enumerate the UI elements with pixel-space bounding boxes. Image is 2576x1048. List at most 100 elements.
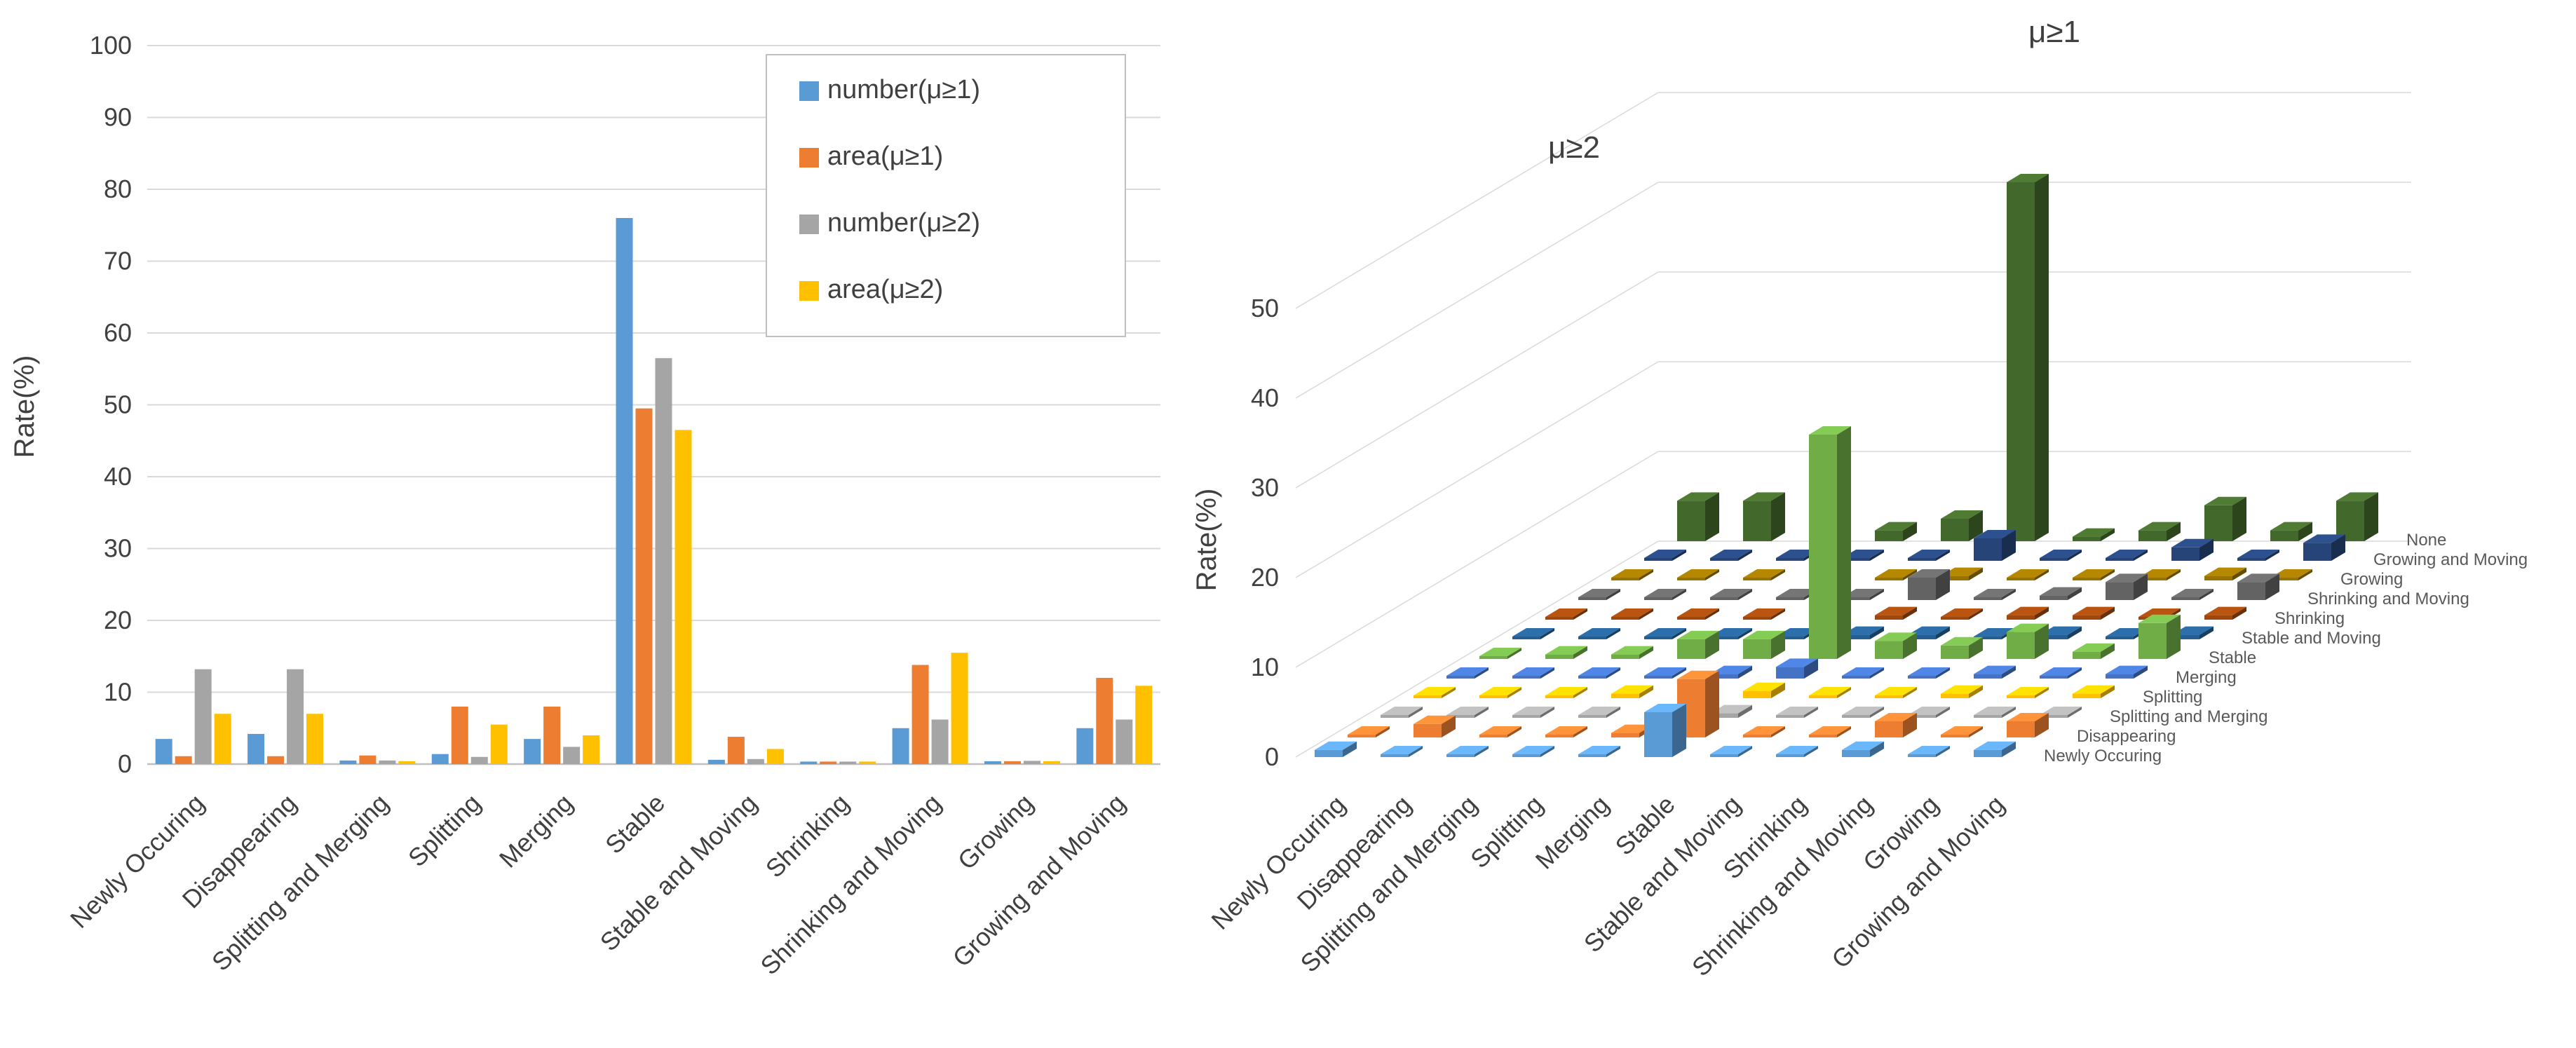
bar [1116, 719, 1133, 764]
bar3d-side [1573, 726, 1587, 737]
bar3d-top [1611, 724, 1653, 733]
bar3d-side [1442, 687, 1456, 698]
bar3d-side [2002, 665, 2016, 679]
bar [951, 653, 968, 764]
side-wall-gridline [1295, 92, 1659, 309]
bar3d-side [2002, 741, 2016, 757]
bar3d-side [2134, 573, 2148, 600]
side-wall-gridline [1295, 451, 1659, 668]
bar [839, 761, 857, 764]
bar3d-front [1776, 637, 1804, 639]
bar3d-top [1743, 608, 1785, 617]
bar3d-side [1738, 550, 1752, 561]
depth-row-label: Shrinking and Moving [2307, 590, 2469, 608]
bar3d-front [1611, 693, 1639, 698]
bar3d-front [1677, 578, 1705, 580]
bar3d-side [2035, 623, 2049, 659]
bar3d-front [1941, 617, 1969, 620]
bar3d-top [2336, 492, 2378, 501]
x-tick-label: Disappearing [1292, 790, 1417, 916]
bar3d-side [1705, 569, 1719, 580]
bar3d-top [1776, 746, 1818, 754]
bar3d-top [1941, 567, 1983, 576]
bar3d-front [1578, 715, 1606, 718]
bar [800, 761, 818, 764]
bar3d-side [1870, 741, 1884, 757]
legend-swatch [799, 81, 819, 101]
bar3d-front [1875, 615, 1903, 620]
bar3d-top [1512, 628, 1554, 637]
y-tick-label: 30 [104, 534, 132, 563]
depth-row-label: Splitting and Merging [2110, 707, 2267, 726]
depth-row-label: Merging [2176, 668, 2237, 687]
bar [984, 761, 1001, 764]
bar3d-side [1738, 746, 1752, 757]
bar3d-top [1446, 746, 1489, 754]
side-wall-gridline [1295, 182, 1659, 399]
bar3d-front [1611, 733, 1639, 737]
bar3d-front [1710, 597, 1738, 600]
bar [1135, 686, 1153, 764]
y-tick-label: 90 [104, 103, 132, 132]
bar3d-top [2303, 534, 2345, 543]
bar3d-top [1776, 550, 1818, 558]
bar3d-side [1936, 626, 1950, 639]
bar [892, 728, 909, 764]
bar3d-top [1941, 608, 1983, 617]
bar3d-top [1776, 658, 1818, 667]
bar3d-side [1540, 746, 1554, 757]
bar3d-front [1974, 637, 2002, 639]
depth-row-label: Growing [2340, 570, 2403, 589]
bar3d-front [2106, 674, 2134, 679]
bar3d-side [1639, 569, 1653, 580]
bar3d-side [1672, 704, 1686, 757]
bar3d-front [1611, 617, 1639, 620]
bar3d-side [1903, 606, 1917, 620]
bar3d-side [1738, 589, 1752, 600]
bar3d-top [1348, 726, 1390, 735]
bar3d-top [1875, 569, 1917, 578]
legend-label: number(μ≥2) [827, 208, 980, 238]
bar [911, 665, 929, 764]
bar3d-front [1677, 639, 1705, 659]
bar3d-side [1573, 608, 1587, 620]
depth-row-label: Disappearing [2077, 727, 2176, 746]
bar3d-top [1512, 746, 1554, 754]
bar3d-side [2035, 606, 2049, 620]
bar [655, 358, 672, 764]
bar3d-front [1974, 715, 2002, 718]
bar3d-front [1875, 641, 1903, 659]
bar3d-top [1710, 746, 1752, 754]
bar3d-top [1479, 687, 1521, 695]
bar3d-side [1969, 608, 1983, 620]
bar3d-top [1875, 712, 1917, 721]
bar3d-front [1644, 558, 1672, 561]
bar3d-front [1611, 654, 1639, 659]
bar3d-front [1776, 597, 1804, 600]
bar3d-side [2298, 569, 2312, 580]
bar3d-side [2265, 573, 2279, 600]
bar3d-top [1644, 628, 1686, 637]
bar3d-top [1315, 741, 1357, 750]
legend-swatch [799, 148, 819, 168]
bar3d-top [1644, 667, 1686, 676]
bar3d-side [1507, 648, 1521, 659]
bar3d-top [1743, 492, 1785, 501]
y-tick-label: 70 [104, 247, 132, 275]
bar3d-top [1776, 589, 1818, 597]
bar3d-front [2040, 676, 2068, 679]
y-tick-label: 80 [104, 175, 132, 203]
bar3d-side [1969, 726, 1983, 737]
bar3d-front [1842, 634, 1870, 639]
bar3d-top [2007, 606, 2049, 615]
bar3d-side [2002, 589, 2016, 600]
bar3d-side [1870, 667, 1884, 679]
y-tick-label: 60 [104, 318, 132, 347]
bar3d-side [2101, 528, 2115, 541]
bar3d-side [1870, 707, 1884, 718]
bar3d-top [2138, 522, 2181, 531]
side-wall-gridline [1295, 540, 1659, 758]
bar3d-side [2167, 569, 2181, 580]
bar3d-side [2068, 626, 2082, 639]
bar3d-front [2007, 721, 2035, 737]
